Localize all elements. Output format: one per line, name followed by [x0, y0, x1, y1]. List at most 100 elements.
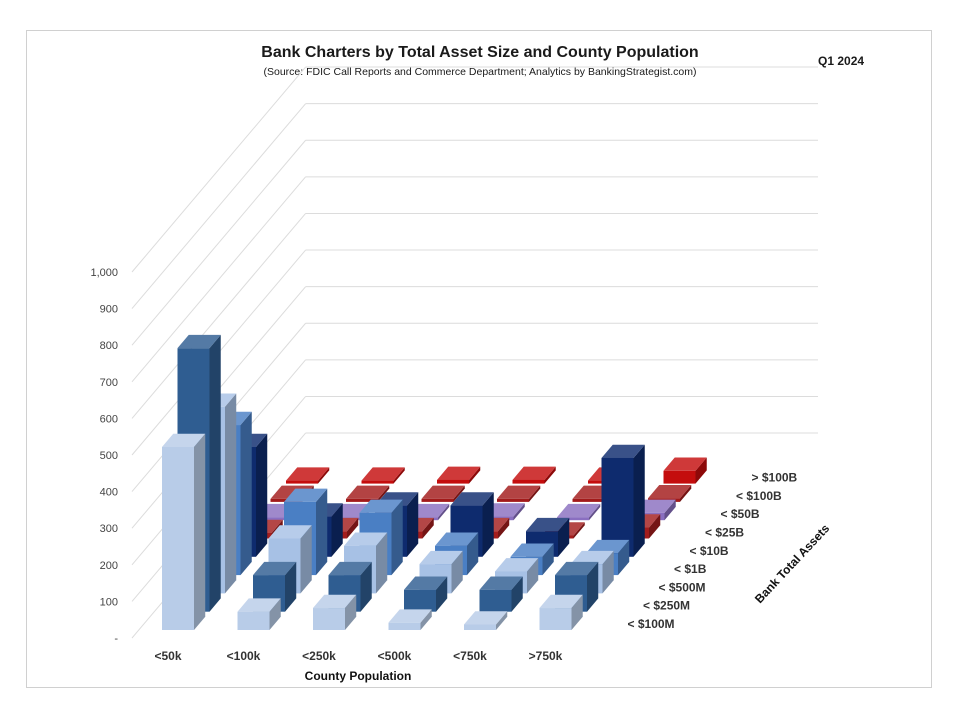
bar-side	[318, 467, 330, 484]
bar-side	[511, 576, 523, 612]
bar-top	[539, 594, 583, 609]
chart-subtitle: (Source: FDIC Call Reports and Commerce …	[263, 66, 697, 78]
x-tick-label: <250k	[302, 649, 336, 663]
bar-front	[313, 608, 345, 630]
bar	[539, 594, 583, 630]
bar-top	[450, 492, 494, 506]
bar-side	[345, 594, 357, 630]
bar-side	[331, 503, 343, 557]
bar	[404, 576, 448, 612]
bar-front	[404, 589, 436, 612]
bar-side	[285, 561, 297, 612]
depth-axis-ticks: < $100M < $250M < $500M < $1B < $10B < $25B < …	[628, 471, 798, 631]
bar-front	[286, 480, 318, 484]
bar	[237, 598, 281, 630]
bar	[437, 466, 481, 484]
bar-top	[421, 485, 465, 499]
bar-layer	[162, 334, 707, 630]
bar-front	[162, 447, 194, 630]
bar-side	[240, 411, 252, 576]
bar-front	[512, 479, 545, 484]
series--100b	[270, 484, 692, 502]
bar-side	[573, 522, 585, 539]
bar-front	[361, 480, 394, 484]
bar-side	[558, 517, 570, 557]
bar-top	[286, 467, 330, 481]
x-axis-title: County Population	[305, 669, 412, 683]
y-tick-label: 800	[100, 340, 118, 352]
bar-side	[589, 503, 601, 521]
bar	[557, 503, 601, 521]
bar-top	[495, 558, 539, 572]
depth-tick-label: < $50B	[721, 507, 760, 521]
bar-front	[557, 517, 589, 521]
bar-side	[467, 532, 479, 576]
bar-side	[544, 466, 556, 484]
bar	[162, 433, 206, 630]
bar-side	[513, 503, 525, 521]
bar-side	[482, 492, 494, 557]
y-tick-label: 200	[100, 560, 118, 572]
bar	[313, 594, 357, 630]
bar-top	[253, 561, 297, 576]
bar-top	[162, 433, 206, 447]
bar-top	[435, 532, 479, 546]
bar-side	[649, 514, 661, 539]
bar-top	[361, 467, 405, 481]
bar-top	[570, 550, 614, 565]
y-tick-label: 1,000	[90, 267, 118, 279]
gridline-diagonal	[131, 139, 306, 346]
bar-front	[663, 470, 696, 484]
bar-side	[695, 457, 707, 484]
bar-side	[436, 576, 448, 612]
bar-side	[680, 484, 692, 502]
bar-side	[225, 393, 237, 594]
bar-side	[602, 550, 614, 594]
bar-top	[601, 444, 645, 458]
depth-tick-label: < $1B	[674, 562, 707, 576]
bar-top	[177, 334, 221, 349]
x-tick-label: >750k	[529, 649, 563, 663]
bar-top	[237, 598, 281, 612]
bar	[388, 609, 432, 630]
bar-top	[268, 525, 312, 539]
y-tick-label: 500	[100, 450, 118, 462]
bar-side	[451, 550, 463, 594]
bar-top	[586, 539, 630, 554]
bar	[512, 466, 556, 484]
bar-top	[555, 561, 599, 576]
bar-top	[388, 609, 432, 623]
bar-top	[284, 488, 328, 502]
bar-side	[529, 485, 541, 502]
bar-front	[572, 498, 605, 502]
bar	[286, 467, 330, 484]
bar-side	[407, 492, 419, 557]
bar-side	[496, 611, 508, 630]
bar-top	[464, 611, 508, 625]
bar-top	[359, 499, 403, 513]
bar-side	[542, 543, 554, 576]
bar-side	[347, 517, 359, 539]
bar-top	[479, 576, 523, 590]
bar	[663, 457, 707, 484]
bar-side	[571, 594, 583, 630]
bar	[464, 611, 508, 630]
bar-side	[378, 485, 390, 502]
bar-side	[422, 517, 434, 539]
gridline-diagonal	[131, 213, 306, 419]
series--100m	[162, 433, 583, 630]
bar-front	[237, 611, 270, 630]
y-tick-label: 700	[100, 377, 118, 389]
bar-top	[526, 517, 570, 532]
bar-side	[438, 503, 450, 521]
bar-top	[344, 532, 388, 546]
bar-top	[437, 466, 481, 480]
bar-side	[664, 499, 676, 521]
x-tick-label: <50k	[154, 649, 181, 663]
gridline-diagonal	[131, 176, 306, 383]
bar-top	[346, 485, 390, 499]
y-tick-label: 600	[100, 413, 118, 425]
x-axis-ticks: <50k <100k <250k <500k <750k >750k	[154, 649, 562, 663]
bar-top	[648, 484, 692, 499]
y-tick-label: 400	[100, 487, 118, 499]
